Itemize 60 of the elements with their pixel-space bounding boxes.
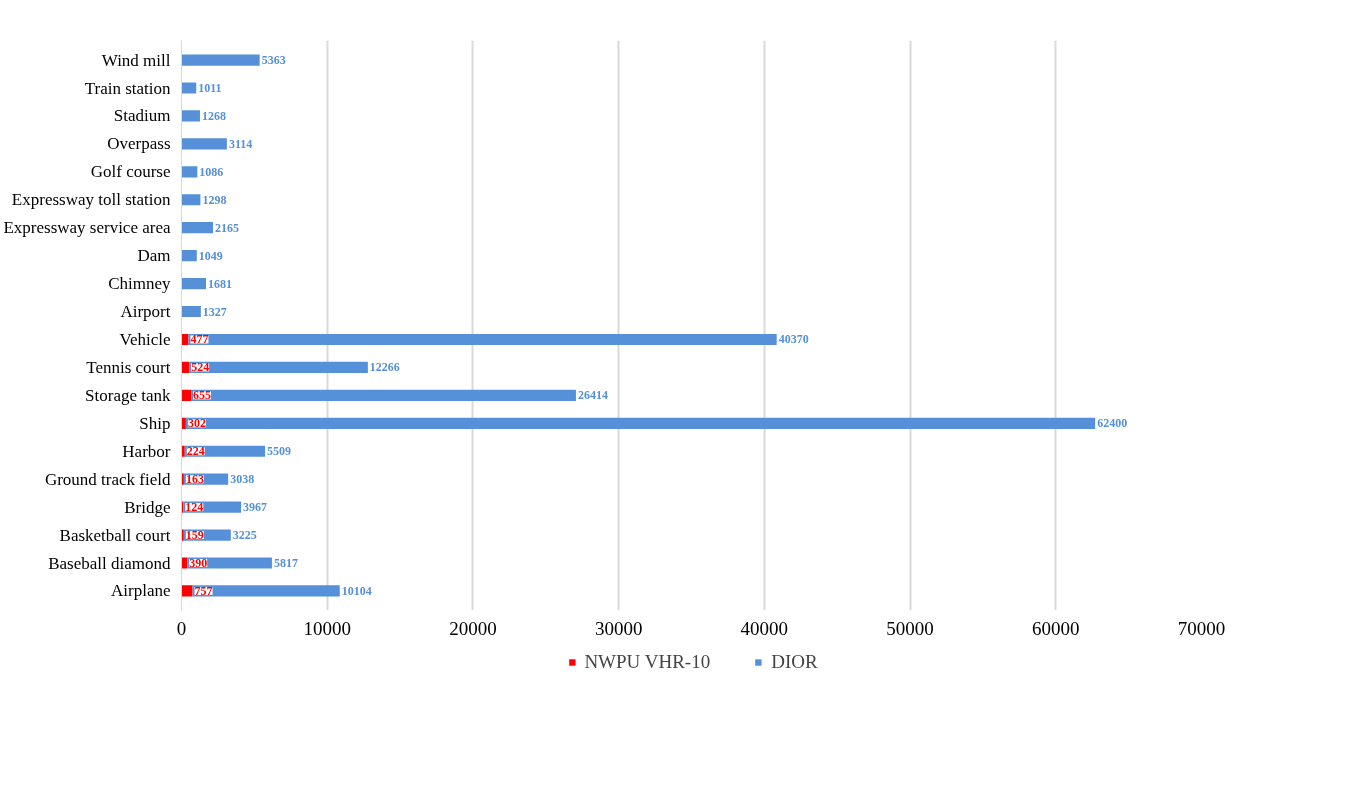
x-tick-label: 60000 xyxy=(1032,617,1080,639)
legend-label: DIOR xyxy=(771,651,818,673)
data-label: 390 xyxy=(189,556,208,570)
data-label: 10104 xyxy=(341,583,372,598)
data-label: 302 xyxy=(187,416,206,431)
data-label: 12266 xyxy=(369,360,400,375)
data-label: 5363 xyxy=(261,53,286,68)
data-label: 2165 xyxy=(215,220,240,235)
y-tick-label: Golf course xyxy=(90,162,171,182)
y-tick-label: Bridge xyxy=(124,497,171,517)
data-label: 26414 xyxy=(577,388,608,403)
y-tick-label: Chimney xyxy=(108,274,171,294)
data-label: 1681 xyxy=(207,276,232,291)
data-label: 3967 xyxy=(243,500,268,515)
x-tick-label: 30000 xyxy=(594,617,643,639)
y-tick-label: Storage tank xyxy=(85,385,171,405)
data-label: 3038 xyxy=(230,472,255,487)
data-label: 1086 xyxy=(199,164,224,179)
x-tick-label: 50000 xyxy=(886,617,934,639)
legend-label: NWPU VHR-10 xyxy=(584,651,711,673)
data-label: 655 xyxy=(193,388,212,403)
data-label: 124 xyxy=(185,500,204,515)
x-tick-label: 20000 xyxy=(449,617,497,639)
y-tick-label: Basketball court xyxy=(59,525,171,545)
y-tick-label: Train station xyxy=(84,78,171,98)
data-label: 163 xyxy=(185,472,204,487)
data-label: 40370 xyxy=(778,332,809,347)
data-label: 3114 xyxy=(228,136,253,151)
x-tick-label: 10000 xyxy=(303,617,351,639)
x-tick-label: 0 xyxy=(176,617,187,639)
data-label: 224 xyxy=(186,444,205,459)
y-tick-label: Overpass xyxy=(107,134,171,154)
data-label: 524 xyxy=(191,360,210,375)
data-label: 757 xyxy=(194,583,213,598)
data-label: 1011 xyxy=(198,81,222,95)
y-tick-label: Ground track field xyxy=(44,469,171,489)
y-tick-label: Stadium xyxy=(113,106,171,126)
data-label: 1049 xyxy=(198,248,223,263)
data-label: 477 xyxy=(190,332,209,347)
data-label: 1327 xyxy=(202,304,227,319)
data-label: 62400 xyxy=(1097,416,1128,431)
y-tick-label: Dam xyxy=(137,246,171,266)
data-label: 5817 xyxy=(273,556,298,570)
x-tick-label: 40000 xyxy=(740,617,789,639)
y-tick-label: Ship xyxy=(139,413,171,433)
y-tick-label: Expressway toll station xyxy=(11,190,171,210)
y-tick-label: Harbor xyxy=(122,441,171,461)
y-tick-label: Baseball diamond xyxy=(48,553,171,573)
y-tick-label: Vehicle xyxy=(119,329,171,349)
y-tick-label: Airport xyxy=(120,302,171,322)
y-tick-label: Airplane xyxy=(111,581,171,601)
data-label: 5509 xyxy=(267,444,292,459)
y-tick-label: Tennis court xyxy=(86,357,171,377)
data-label: 1268 xyxy=(201,108,226,123)
x-tick-label: 70000 xyxy=(1177,617,1226,639)
y-tick-label: Wind mill xyxy=(101,50,171,70)
data-label: 159 xyxy=(185,528,204,543)
data-label: 3225 xyxy=(232,528,257,543)
y-tick-label: Expressway service area xyxy=(3,218,171,238)
data-label: 1298 xyxy=(202,192,227,207)
